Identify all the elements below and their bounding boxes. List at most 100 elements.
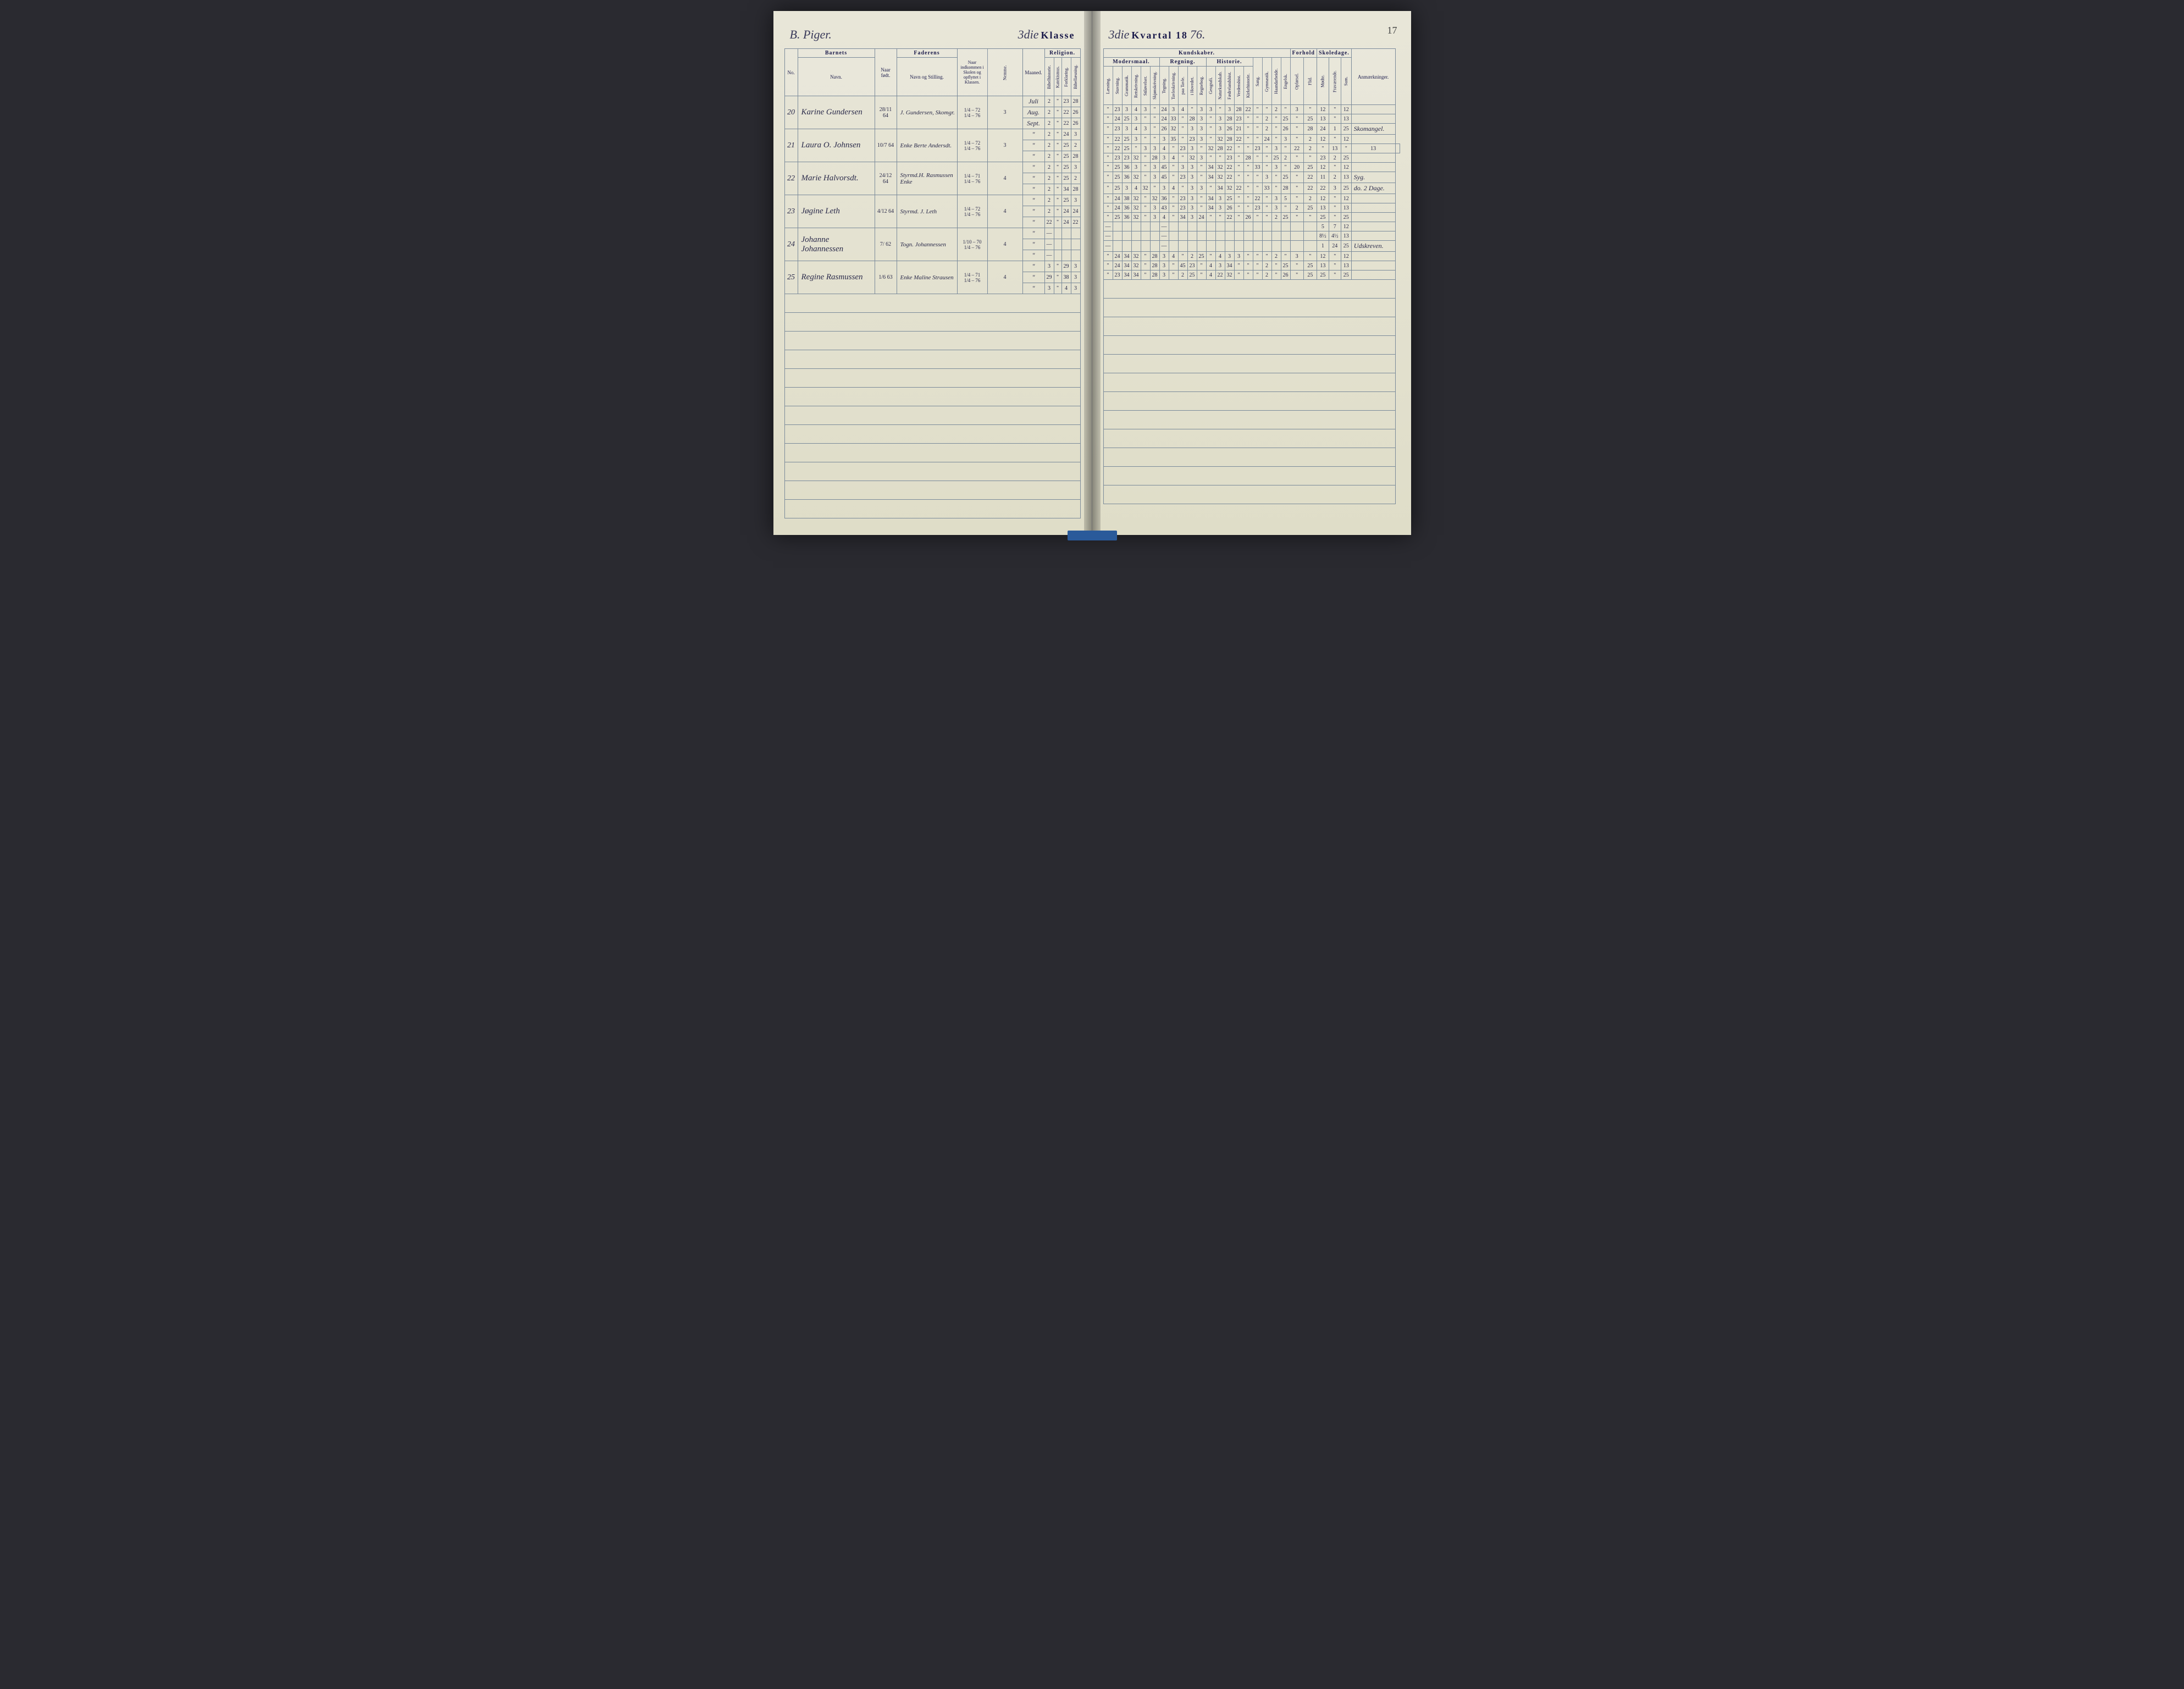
cell: 24	[1197, 213, 1206, 222]
col-faderens-sub: Navn og Stilling.	[897, 58, 957, 96]
cell: 22	[1113, 135, 1122, 144]
cell: "	[1022, 228, 1044, 239]
cell: 25	[1341, 153, 1351, 163]
cell: 34	[1061, 184, 1071, 195]
cell: 43	[1159, 203, 1169, 213]
cell: 3	[1150, 144, 1159, 153]
cell: 33	[1169, 114, 1178, 124]
cell: "	[1253, 213, 1262, 222]
cell	[1131, 222, 1141, 231]
cell: "	[1271, 124, 1281, 135]
cell	[1103, 467, 1395, 485]
cell: 3	[1044, 261, 1054, 272]
cell	[1187, 241, 1197, 252]
cell: "	[1054, 173, 1061, 184]
cell: "	[1197, 163, 1206, 172]
cell: Enke Berte Andersdt.	[897, 129, 957, 162]
cell	[1061, 228, 1071, 239]
cell: 26	[1243, 213, 1253, 222]
cell: 38	[1061, 272, 1071, 283]
cell: 28	[1071, 184, 1080, 195]
cell: "	[1243, 183, 1253, 194]
cell: 36	[1122, 213, 1131, 222]
cell: 34	[1215, 183, 1225, 194]
cell: 3	[1071, 272, 1080, 283]
cell: 26	[1281, 271, 1290, 280]
cell: 12	[1341, 252, 1351, 261]
cell: 23	[1113, 124, 1122, 135]
table-row: ——12425Udskreven.	[1103, 241, 1400, 252]
cell: 36	[1122, 172, 1131, 183]
cell: "	[1253, 135, 1262, 144]
cell: 1	[1329, 124, 1341, 135]
cell: 3	[1141, 124, 1150, 135]
cell: 24	[1113, 203, 1122, 213]
cell	[1103, 411, 1395, 429]
cell: 3	[1071, 162, 1080, 173]
cell: "	[1169, 261, 1178, 271]
cell: "	[1271, 261, 1281, 271]
cell: 25	[1122, 114, 1131, 124]
cell: 24	[1113, 194, 1122, 203]
cell: "	[1290, 124, 1303, 135]
cell: 22	[1253, 194, 1262, 203]
cell: 23	[1178, 203, 1187, 213]
cell: 32	[1215, 172, 1225, 183]
cell: 1/4 – 721/4 – 76	[957, 96, 987, 129]
cell: 28	[1150, 271, 1159, 280]
cell: 28	[1071, 96, 1080, 107]
cell: "	[1243, 163, 1253, 172]
col-o2: Gymnastik.	[1262, 58, 1271, 105]
cell: "	[1197, 194, 1206, 203]
cell	[1178, 241, 1187, 252]
cell: 3	[1197, 183, 1206, 194]
col-o1: Sang.	[1253, 58, 1262, 105]
cell	[1290, 241, 1303, 252]
cell: "	[1022, 206, 1044, 217]
cell: Juli	[1022, 96, 1044, 107]
cell: "	[1303, 213, 1317, 222]
cell: 25	[1061, 162, 1071, 173]
cell: 24	[1159, 105, 1169, 114]
col-indkommen: Naar indkommen i Skolen og opflyttet i K…	[957, 49, 987, 96]
cell: Johanne Johannessen	[798, 228, 875, 261]
cell	[1271, 231, 1281, 241]
cell: 5	[1317, 222, 1329, 231]
cell: do. 2 Dage.	[1351, 183, 1395, 194]
cell	[1187, 231, 1197, 241]
cell: "	[1253, 105, 1262, 114]
cell: "	[1103, 203, 1113, 213]
cell	[1351, 135, 1395, 144]
cell: 2	[1044, 162, 1054, 173]
cell: "	[1215, 105, 1225, 114]
cell: "	[1329, 203, 1341, 213]
cell	[1234, 231, 1243, 241]
cell: 5	[1281, 194, 1290, 203]
cell: 2	[1071, 140, 1080, 151]
cell: "	[1178, 135, 1187, 144]
cell: 3	[1122, 124, 1131, 135]
cell: "	[1054, 96, 1061, 107]
cell: 2	[1071, 173, 1080, 184]
cell: 25	[784, 261, 798, 294]
cell	[1103, 392, 1395, 411]
blank-row	[784, 406, 1080, 425]
cell: 12	[1341, 135, 1351, 144]
cell: 23	[1253, 144, 1262, 153]
cell: Karine Gundersen	[798, 96, 875, 129]
cell	[1150, 241, 1159, 252]
cell: 26	[1071, 118, 1080, 129]
cell: "	[1054, 151, 1061, 162]
cell: 25	[1317, 213, 1329, 222]
cell: 32	[1169, 124, 1178, 135]
cell: "	[1243, 271, 1253, 280]
cell	[1395, 144, 1400, 153]
cell: "	[1169, 194, 1178, 203]
cell: 4	[1159, 213, 1169, 222]
cell: 3	[1071, 129, 1080, 140]
cell	[1290, 222, 1303, 231]
cell: 2	[1044, 107, 1054, 118]
right-table: Kundskaber. Forhold Skoledage. Anmærknin…	[1103, 48, 1400, 504]
cell: 22	[1234, 183, 1243, 194]
cell: "	[1234, 194, 1243, 203]
